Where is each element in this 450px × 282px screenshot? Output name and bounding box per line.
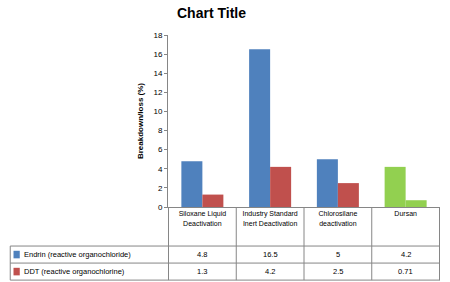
svg-text:Endrin (reactive organochlorid: Endrin (reactive organochloride)	[24, 250, 131, 259]
svg-text:1.3: 1.3	[197, 267, 207, 276]
svg-text:4: 4	[158, 165, 163, 174]
svg-text:2: 2	[158, 184, 163, 193]
svg-text:0.71: 0.71	[398, 267, 413, 276]
svg-text:14: 14	[153, 69, 162, 78]
svg-text:5: 5	[336, 250, 340, 259]
svg-text:DDT (reactive organochlorine): DDT (reactive organochlorine)	[24, 267, 125, 276]
svg-text:Industry StandardInert Deactiv: Industry StandardInert Deactivation	[242, 210, 297, 226]
svg-text:6: 6	[158, 145, 163, 154]
svg-text:Chlorosilanedeactivation: Chlorosilanedeactivation	[318, 210, 357, 226]
svg-text:10: 10	[153, 107, 162, 116]
svg-text:18: 18	[153, 31, 162, 40]
svg-text:Dursan: Dursan	[394, 210, 417, 217]
svg-text:12: 12	[153, 88, 162, 97]
svg-text:4.2: 4.2	[265, 267, 275, 276]
svg-text:Chart Title: Chart Title	[177, 5, 246, 21]
svg-text:16: 16	[153, 50, 162, 59]
svg-text:2.5: 2.5	[333, 267, 343, 276]
svg-text:Breakdown/loss (%): Breakdown/loss (%)	[136, 83, 145, 159]
svg-text:16.5: 16.5	[263, 250, 278, 259]
svg-text:4.2: 4.2	[401, 250, 411, 259]
svg-text:4.8: 4.8	[197, 250, 207, 259]
svg-text:8: 8	[158, 126, 163, 135]
svg-text:Siloxane LiquidDeactivation: Siloxane LiquidDeactivation	[179, 210, 227, 226]
svg-text:0: 0	[158, 203, 163, 212]
